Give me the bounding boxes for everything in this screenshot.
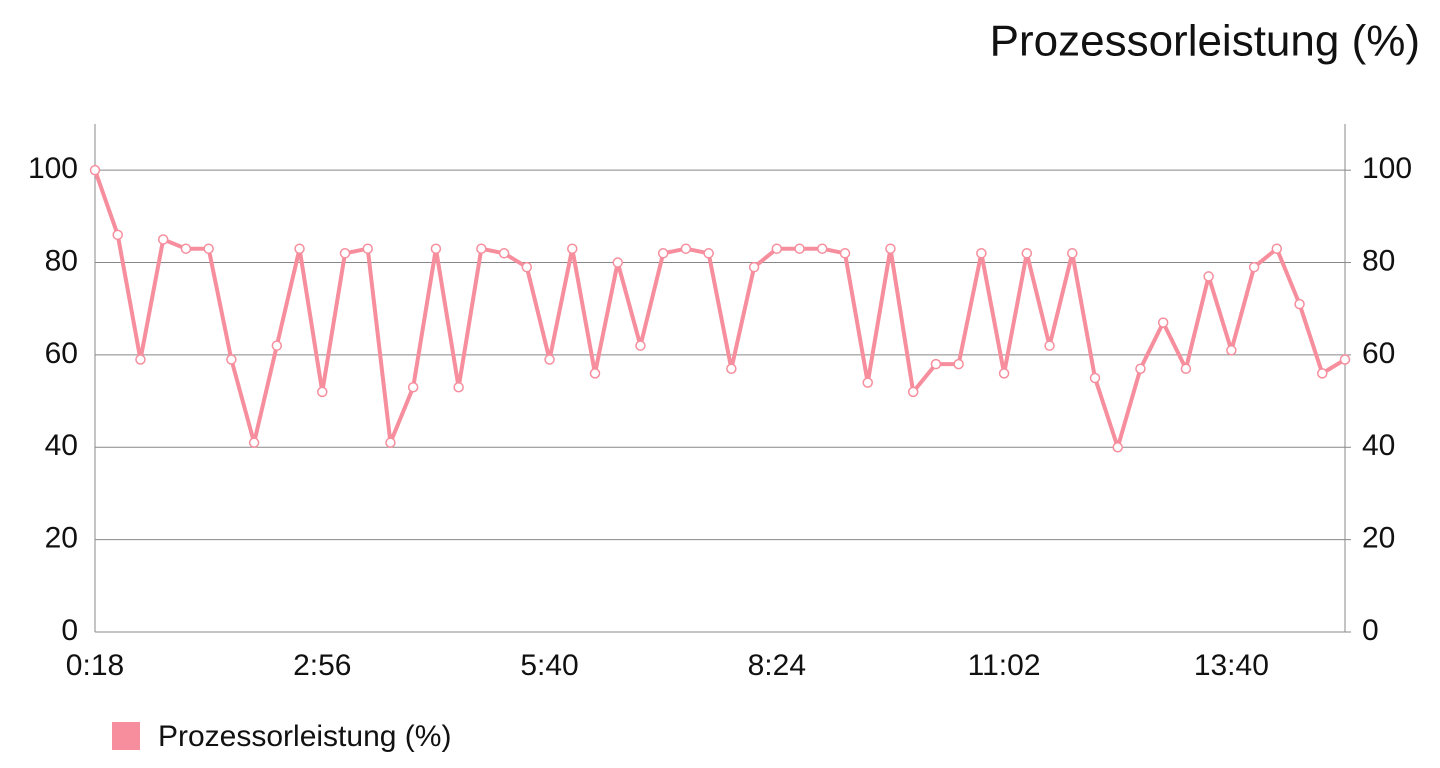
data-point [271,340,283,351]
data-point [589,368,601,379]
x-tick-label: 8:24 [748,649,806,682]
data-point [1021,248,1033,259]
y-tick-label: 20 [45,522,78,555]
y2-tick-label: 40 [1362,429,1395,462]
y2-tick-label: 60 [1362,337,1395,370]
data-point [862,377,873,388]
data-point [976,248,987,259]
data-point [657,248,669,259]
x-tick-label: 11:02 [968,649,1041,682]
data-point [157,234,169,245]
data-point [1157,317,1169,328]
data-point [885,243,896,254]
data-point [817,243,828,254]
data-point [544,354,555,365]
data-point [998,368,1010,379]
data-point [476,243,487,254]
data-point [1203,271,1214,282]
data-point [521,261,533,273]
data-point [1294,298,1305,310]
data-point [453,381,464,393]
data-point [112,229,123,241]
data-point [1089,372,1101,384]
data-point [748,261,760,273]
x-tick-label: 0:18 [66,649,124,682]
y2-tick-label: 0 [1362,614,1379,647]
legend-swatch [112,722,140,750]
data-point [953,358,964,370]
data-point [248,437,260,448]
data-point [567,243,578,254]
data-point [1067,248,1078,259]
data-point [612,257,623,268]
y-tick-label: 100 [28,152,78,185]
y-tick-label: 40 [45,429,78,462]
chart-title: Prozessorleistung (%) [990,17,1420,66]
y2-tick-label: 80 [1362,244,1395,277]
data-point [1317,368,1328,379]
data-point [930,358,942,370]
data-point [703,248,714,259]
data-point [226,354,237,365]
data-point [339,248,351,259]
data-point [362,243,373,254]
data-point [294,243,305,254]
y-tick-label: 0 [61,614,78,647]
y-tick-label: 80 [45,244,78,277]
data-point [498,248,510,259]
data-point [839,248,851,259]
data-point [430,243,442,254]
series-line [93,169,1347,450]
data-point [89,164,101,176]
x-tick-label: 5:40 [520,649,578,682]
y2-tick-label: 20 [1362,522,1395,555]
data-point [180,243,192,254]
data-point [1339,354,1351,365]
data-point [135,354,146,365]
data-point [635,340,646,351]
data-point [1248,261,1260,273]
data-point [1271,243,1283,254]
data-point [794,243,805,254]
data-point [726,363,737,375]
data-point [1180,363,1192,375]
x-tick-label: 13:40 [1194,649,1269,682]
data-point [907,386,919,398]
data-point [771,243,783,254]
data-point [1135,363,1146,375]
data-point [385,437,396,448]
y-tick-label: 60 [45,337,78,370]
data-point [407,381,419,393]
data-point [1226,345,1237,356]
data-point [680,243,692,254]
data-point [1044,340,1055,351]
data-point [317,386,328,398]
legend-label: Prozessorleistung (%) [158,720,451,753]
y2-tick-label: 100 [1362,152,1412,185]
x-tick-label: 2:56 [293,649,351,682]
data-point [203,243,214,254]
data-point [1112,442,1123,453]
